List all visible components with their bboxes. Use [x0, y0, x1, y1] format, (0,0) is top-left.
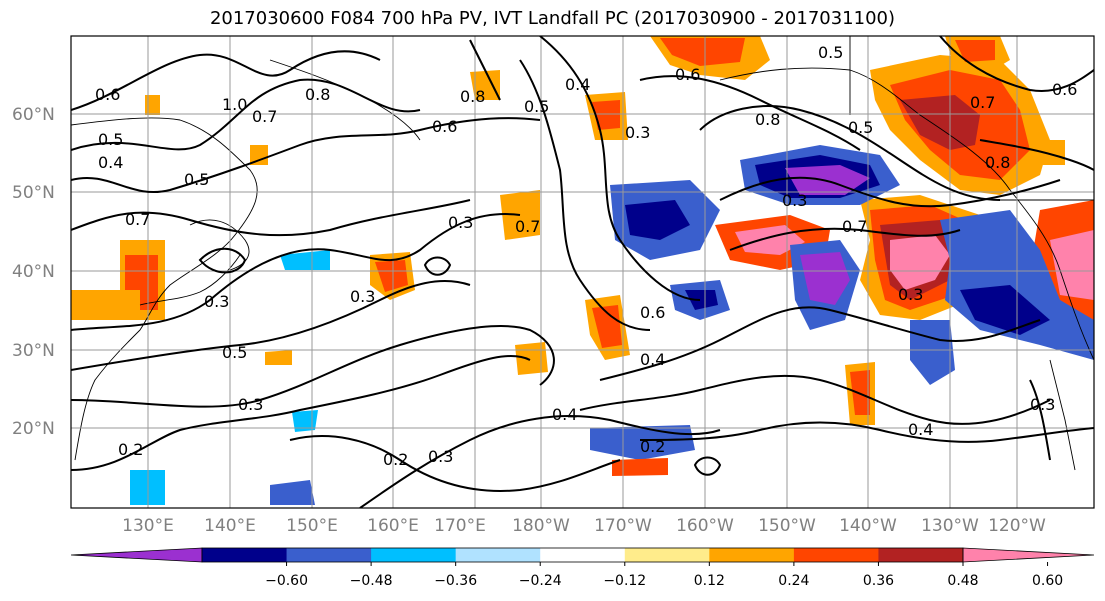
- contour-label: 0.7: [515, 217, 540, 236]
- contour-label: 0.3: [1030, 395, 1055, 414]
- colorbar-tick-label: 0.24: [778, 573, 809, 589]
- colorbar-cell: [286, 548, 372, 562]
- contour-label: 0.4: [640, 350, 665, 369]
- contour-label: 0.8: [755, 110, 780, 129]
- contour-label: 0.2: [383, 450, 408, 469]
- contour-label: 0.5: [222, 343, 247, 362]
- contour-label: 0.3: [782, 191, 807, 210]
- contour-label: 0.4: [552, 405, 577, 424]
- contour-label: 0.6: [640, 303, 665, 322]
- colorbar-cell: [878, 548, 964, 562]
- colorbar-tick-label: 0.12: [694, 573, 725, 589]
- contour-label: 0.2: [118, 440, 143, 459]
- colorbar-tick-label: 0.60: [1032, 573, 1063, 589]
- contour-label: 0.3: [898, 285, 923, 304]
- shaded-anomalies: [71, 36, 1094, 505]
- colorbar-tick-label: −0.36: [434, 573, 477, 589]
- lon-label: 130°W: [921, 516, 979, 536]
- contour-label: 0.8: [460, 87, 485, 106]
- lon-label: 170°W: [594, 516, 652, 536]
- lon-label: 170°E: [434, 516, 486, 536]
- contour-label: 0.4: [908, 420, 933, 439]
- contour-label: 0.8: [985, 153, 1010, 172]
- contour-label: 0.6: [675, 65, 700, 84]
- contour-label: 0.5: [848, 118, 873, 137]
- contour-label: 0.5: [818, 43, 843, 62]
- contour-labels: 0.6 1.0 0.8 0.5 0.4 0.7 0.5 0.7 0.6 0.8 …: [95, 43, 1077, 469]
- contour-label: 0.4: [565, 75, 590, 94]
- colorbar-cell: [793, 548, 879, 562]
- contour-label: 0.3: [204, 292, 229, 311]
- colorbar-cell: [709, 548, 795, 562]
- contour-label: 0.4: [98, 153, 123, 172]
- lat-label: 50°N: [12, 183, 55, 203]
- contour-label: 0.6: [1052, 80, 1077, 99]
- contour-label: 0.3: [448, 213, 473, 232]
- lon-label: 180°W: [512, 516, 570, 536]
- colorbar-cell: [70, 547, 203, 563]
- lon-label: 140°W: [839, 516, 897, 536]
- lat-label: 20°N: [12, 419, 55, 439]
- graticule: [71, 36, 1094, 508]
- colorbar-tick-label: −0.24: [519, 573, 562, 589]
- contour-label: 0.7: [125, 210, 150, 229]
- lat-label: 60°N: [12, 105, 55, 125]
- colorbar-cell: [202, 548, 288, 562]
- contour-label: 0.5: [184, 170, 209, 189]
- colorbar-tick-label: −0.60: [265, 573, 308, 589]
- lat-label: 40°N: [12, 262, 55, 282]
- lon-label: 130°E: [122, 516, 174, 536]
- colorbar-tick-label: 0.48: [947, 573, 978, 589]
- contour-label: 0.3: [350, 287, 375, 306]
- contour-label: 0.7: [252, 107, 277, 126]
- colorbar-outline: [201, 547, 964, 563]
- map-frame: [70, 35, 1095, 509]
- contour-label: 0.5: [98, 130, 123, 149]
- colorbar-cell: [540, 548, 626, 562]
- colorbar: −0.60 −0.48 −0.36 −0.24 −0.12 0.12 0.24 0.36 0.4…: [70, 547, 1095, 589]
- colorbar-cell: [624, 548, 710, 562]
- map-title: 2017030600 F084 700 hPa PV, IVT Landfall…: [209, 8, 896, 29]
- contour-label: 0.5: [524, 97, 549, 116]
- contour-label: 0.3: [428, 447, 453, 466]
- contour-label: 0.2: [640, 437, 665, 456]
- lon-label: 150°E: [286, 516, 338, 536]
- lon-label: 120°W: [988, 516, 1046, 536]
- lon-label: 150°W: [758, 516, 816, 536]
- colorbar-cell: [371, 548, 457, 562]
- longitude-labels: 130°E 140°E 150°E 160°E 170°E 180°W 170°…: [122, 516, 1046, 536]
- contour-label: 0.6: [432, 117, 457, 136]
- lon-label: 160°E: [367, 516, 419, 536]
- contour-label: 0.3: [238, 395, 263, 414]
- contour-label: 0.6: [95, 85, 120, 104]
- colorbar-tick-label: −0.12: [603, 573, 646, 589]
- contour-label: 1.0: [222, 95, 247, 114]
- colorbar-tick-label: 0.36: [863, 573, 894, 589]
- contour-label: 0.7: [970, 93, 995, 112]
- contour-label: 0.7: [842, 217, 867, 236]
- lon-label: 160°W: [676, 516, 734, 536]
- colorbar-tick-label: −0.48: [350, 573, 393, 589]
- pv-contours: [71, 36, 1094, 508]
- coastlines: [71, 36, 1094, 471]
- colorbar-cell: [962, 547, 1095, 563]
- lat-label: 30°N: [12, 341, 55, 361]
- lon-label: 140°E: [204, 516, 256, 536]
- contour-label: 0.3: [625, 123, 650, 142]
- contour-label: 0.8: [305, 85, 330, 104]
- colorbar-cell: [455, 548, 541, 562]
- latitude-labels: 60°N 50°N 40°N 30°N 20°N: [12, 105, 55, 439]
